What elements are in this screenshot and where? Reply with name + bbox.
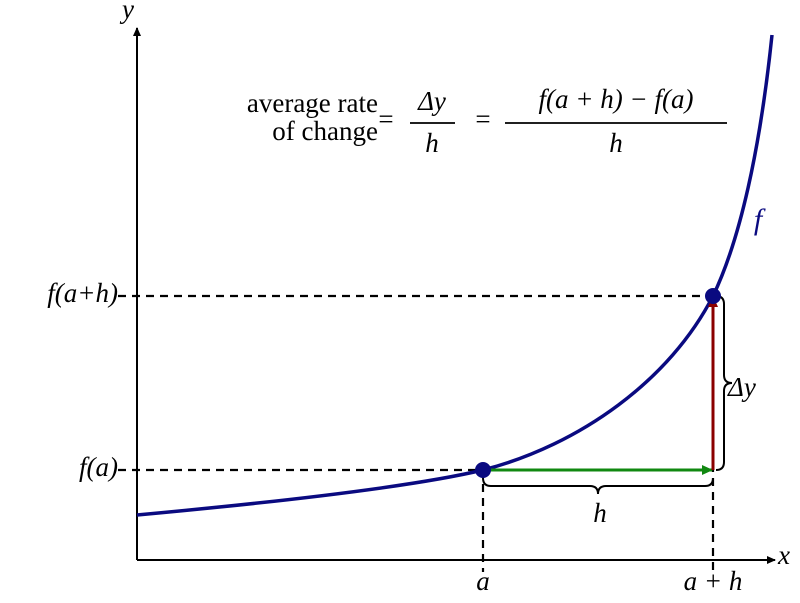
equals: = (378, 104, 393, 134)
h-brace (482, 477, 714, 495)
guides (118, 294, 715, 572)
delta-y-brace (715, 295, 733, 471)
point-a-plus-h (705, 288, 721, 304)
fraction-denominator: h (425, 128, 439, 158)
x-axis-label: x (777, 540, 790, 570)
formula-lhs: of change (272, 116, 378, 146)
fraction-numerator: Δy (417, 86, 446, 116)
curve-label: f (754, 203, 766, 236)
formula-lhs: average rate (247, 88, 378, 118)
y-label: f(a) (79, 452, 118, 482)
y-axis-label: y (119, 0, 134, 24)
x-label: a + h (684, 566, 743, 596)
x-label: a (476, 566, 490, 596)
delta-y-label: Δy (727, 372, 756, 402)
fraction-numerator: f(a + h) − f(a) (539, 84, 694, 114)
y-label: f(a+h) (47, 278, 118, 308)
h-label: h (593, 498, 607, 528)
curve (136, 34, 774, 517)
point-a (475, 462, 491, 478)
fraction-denominator: h (609, 128, 623, 158)
equals: = (475, 104, 490, 134)
